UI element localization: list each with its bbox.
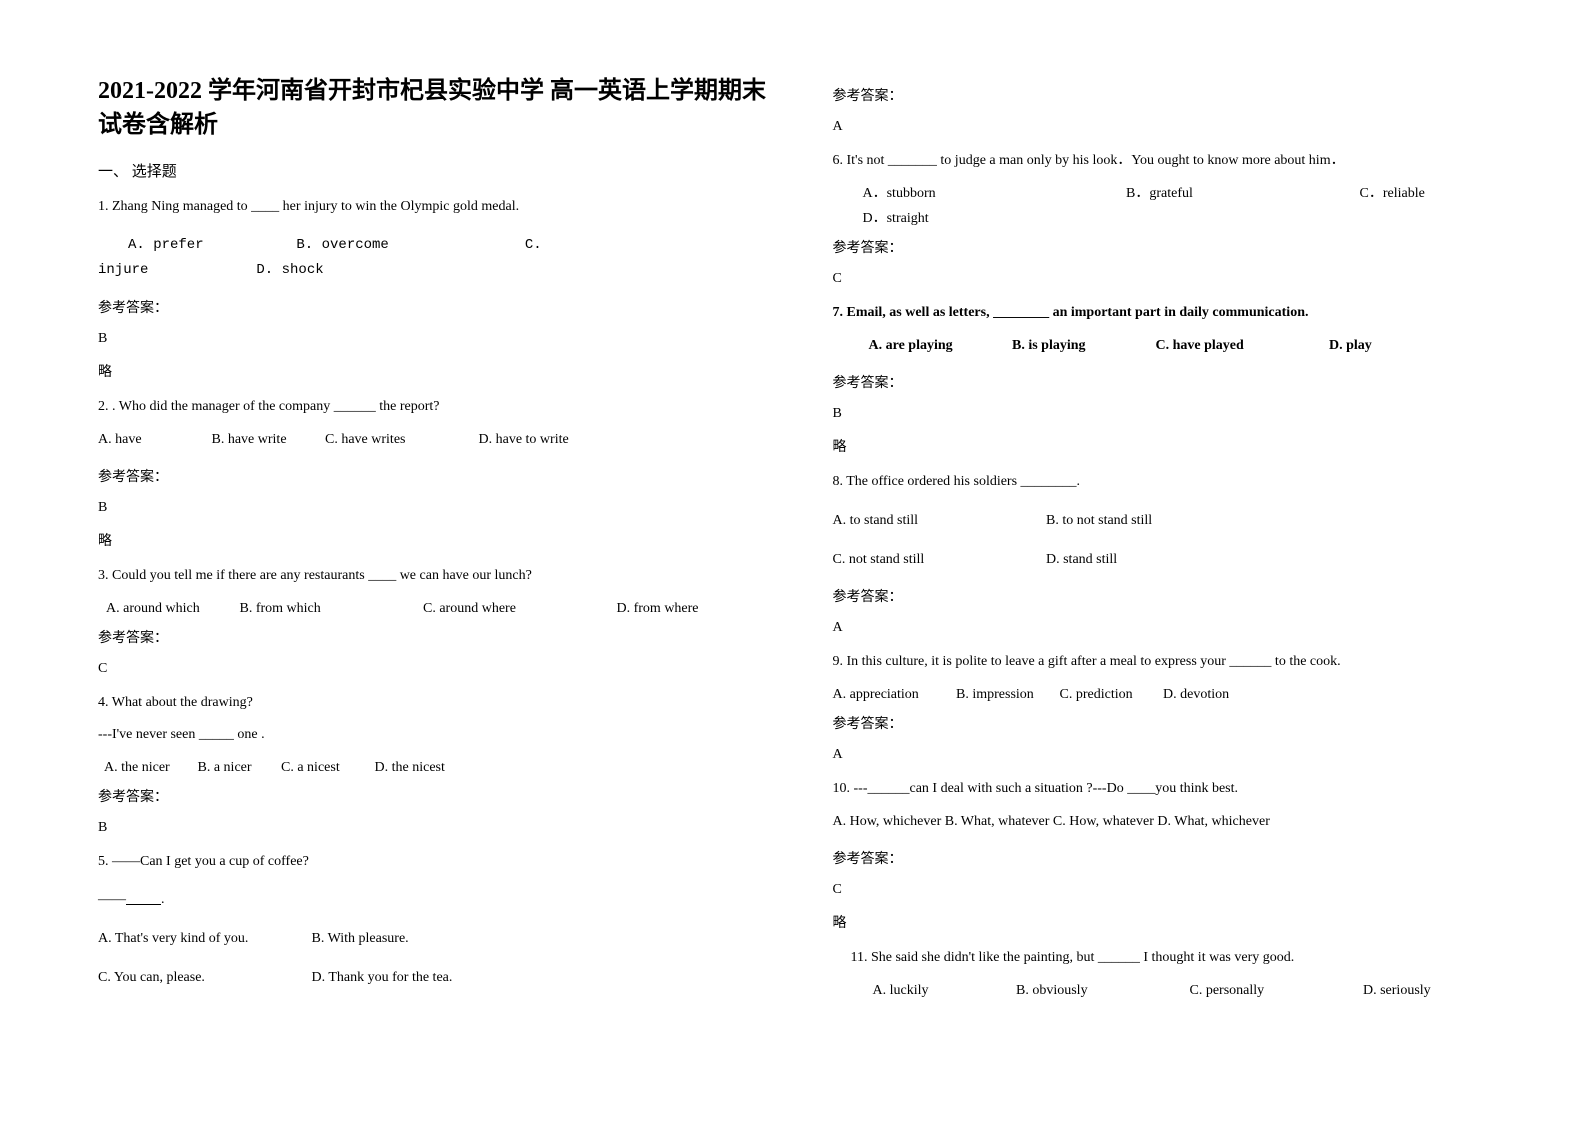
q6-optD: D．straight <box>863 206 1528 231</box>
q8-ans-label: 参考答案： <box>833 586 1528 606</box>
q7-options: A. are playing B. is playing C. have pla… <box>869 333 1528 358</box>
q2-optD: D. have to write <box>479 427 569 452</box>
q9-optB: B. impression <box>956 682 1056 707</box>
q3-optA: A. around which <box>106 596 236 621</box>
q2-options: A. have B. have write C. have writes D. … <box>98 427 773 452</box>
q2-ans: B <box>98 500 773 516</box>
right-column: 参考答案： A 6. It's not _______ to judge a m… <box>813 75 1528 1082</box>
q1-omit: 略 <box>98 361 773 381</box>
q11-optD: D. seriously <box>1363 978 1431 1003</box>
q5-options-row2: C. You can, please. D. Thank you for the… <box>98 965 773 990</box>
q10-omit: 略 <box>833 912 1528 932</box>
q8-optA: A. to stand still <box>833 508 1043 533</box>
q8-text: 8. The office ordered his soldiers _____… <box>833 470 1528 494</box>
q1-options-line2: injure D. shock <box>98 258 773 283</box>
q7-ans: B <box>833 406 1528 422</box>
q8-ans: A <box>833 620 1528 636</box>
q7-optA: A. are playing <box>869 333 1009 358</box>
q6-optB: B．grateful <box>1126 181 1356 206</box>
q3-text: 3. Could you tell me if there are any re… <box>98 564 773 588</box>
q6-optA: A．stubborn <box>863 181 1123 206</box>
q1-optA: A. prefer <box>128 233 288 258</box>
section-heading: 一、 选择题 <box>98 160 773 181</box>
q4-ans-label: 参考答案： <box>98 786 773 806</box>
q11-text: 11. She said she didn't like the paintin… <box>851 946 1528 970</box>
q4-text2: ---I've never seen _____ one . <box>98 723 773 747</box>
q4-options: A. the nicer B. a nicer C. a nicest D. t… <box>98 755 773 780</box>
q4-ans: B <box>98 820 773 836</box>
q9-text: 9. In this culture, it is polite to leav… <box>833 650 1528 674</box>
q2-text: 2. . Who did the manager of the company … <box>98 395 773 419</box>
q8-optC: C. not stand still <box>833 547 1043 572</box>
q3-ans-label: 参考答案： <box>98 627 773 647</box>
q6-ans: C <box>833 271 1528 287</box>
q8-optD: D. stand still <box>1046 547 1117 572</box>
q3-options: A. around which B. from which C. around … <box>98 596 773 621</box>
q7-ans-label: 参考答案： <box>833 372 1528 392</box>
q6-options: A．stubborn B．grateful C．reliable <box>833 181 1528 206</box>
q5-options-row1: A. That's very kind of you. B. With plea… <box>98 926 773 951</box>
q2-optB: B. have write <box>212 427 322 452</box>
q2-optC: C. have writes <box>325 427 475 452</box>
left-column: 2021-2022 学年河南省开封市杞县实验中学 高一英语上学期期末试卷含解析 … <box>98 75 813 1082</box>
q9-options: A. appreciation B. impression C. predict… <box>833 682 1528 707</box>
q5-optD: D. Thank you for the tea. <box>312 965 453 990</box>
q1-text: 1. Zhang Ning managed to ____ her injury… <box>98 195 773 219</box>
q7-omit: 略 <box>833 436 1528 456</box>
q4-optB: B. a nicer <box>198 755 278 780</box>
q2-omit: 略 <box>98 530 773 550</box>
q1-ans-label: 参考答案： <box>98 297 773 317</box>
q1-optB: B. overcome <box>296 233 516 258</box>
q10-options: A. How, whichever B. What, whatever C. H… <box>833 809 1528 834</box>
exam-title: 2021-2022 学年河南省开封市杞县实验中学 高一英语上学期期末试卷含解析 <box>98 75 773 142</box>
q6-optC: C．reliable <box>1360 181 1425 206</box>
q6-text: 6. It's not _______ to judge a man only … <box>833 149 1528 173</box>
q9-optD: D. devotion <box>1163 682 1229 707</box>
q1-optC-part2: injure <box>98 258 248 283</box>
q9-optA: A. appreciation <box>833 682 953 707</box>
q1-optC-part1: C. <box>525 233 542 258</box>
q7-text: 7. Email, as well as letters, ________ a… <box>833 301 1528 325</box>
q5-ans: A <box>833 119 1528 135</box>
q9-ans-label: 参考答案： <box>833 713 1528 733</box>
q11-optC: C. personally <box>1190 978 1360 1003</box>
q5-ans-label: 参考答案： <box>833 85 1528 105</box>
q8-options-row2: C. not stand still D. stand still <box>833 547 1528 572</box>
q1-options: A. prefer B. overcome C. <box>128 233 773 258</box>
q5-optC: C. You can, please. <box>98 965 308 990</box>
q2-optA: A. have <box>98 427 208 452</box>
q9-ans: A <box>833 747 1528 763</box>
q11-optB: B. obviously <box>1016 978 1186 1003</box>
q7-optC: C. have played <box>1156 333 1326 358</box>
q3-optC: C. around where <box>423 596 613 621</box>
q8-optB: B. to not stand still <box>1046 508 1152 533</box>
q3-optB: B. from which <box>240 596 420 621</box>
q4-optC: C. a nicest <box>281 755 371 780</box>
q11-options: A. luckily B. obviously C. personally D.… <box>873 978 1528 1003</box>
q4-optA: A. the nicer <box>104 755 194 780</box>
q8-options-row1: A. to stand still B. to not stand still <box>833 508 1528 533</box>
q5-optA: A. That's very kind of you. <box>98 926 308 951</box>
q4-optD: D. the nicest <box>375 755 445 780</box>
q9-optC: C. prediction <box>1060 682 1160 707</box>
page: 2021-2022 学年河南省开封市杞县实验中学 高一英语上学期期末试卷含解析 … <box>0 0 1587 1122</box>
q11-optA: A. luckily <box>873 978 1013 1003</box>
q7-optD: D. play <box>1329 333 1372 358</box>
q2-ans-label: 参考答案： <box>98 466 773 486</box>
q5-text2: —— . <box>98 888 773 912</box>
q7-optB: B. is playing <box>1012 333 1152 358</box>
q3-ans: C <box>98 661 773 677</box>
q5-optB: B. With pleasure. <box>312 926 409 951</box>
q10-text: 10. ---______can I deal with such a situ… <box>833 777 1528 801</box>
q10-ans-label: 参考答案： <box>833 848 1528 868</box>
q6-ans-label: 参考答案： <box>833 237 1528 257</box>
q1-optD: D. shock <box>256 258 323 283</box>
q1-ans: B <box>98 331 773 347</box>
q3-optD: D. from where <box>617 596 699 621</box>
q4-text1: 4. What about the drawing? <box>98 691 773 715</box>
q10-ans: C <box>833 882 1528 898</box>
q5-text1: 5. ——Can I get you a cup of coffee? <box>98 850 773 874</box>
